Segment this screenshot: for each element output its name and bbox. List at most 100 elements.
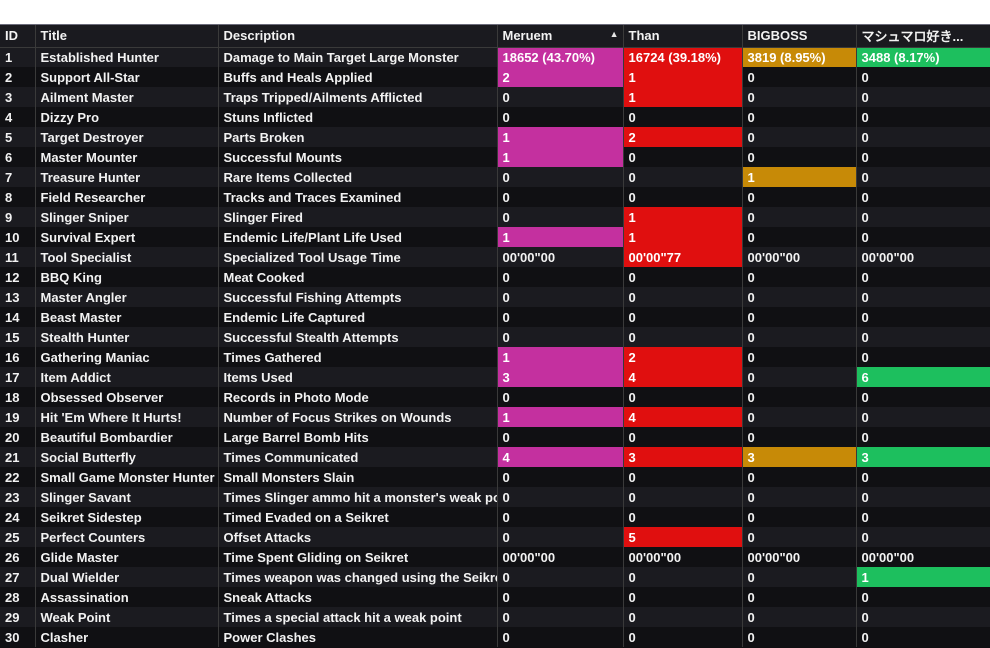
- cell-p4: 0: [856, 347, 990, 367]
- cell-desc: Records in Photo Mode: [218, 387, 498, 407]
- cell-desc: Successful Stealth Attempts: [218, 327, 498, 347]
- cell-title: Clasher: [35, 627, 219, 647]
- table-row[interactable]: 24 Seikret Sidestep Timed Evaded on a Seik…: [0, 507, 990, 527]
- table-row[interactable]: 10 Survival Expert Endemic Life/Plant Life…: [0, 227, 990, 247]
- table-row[interactable]: 20 Beautiful Bombardier Large Barrel Bomb …: [0, 427, 990, 447]
- cell-id: 2: [0, 67, 36, 87]
- table-row[interactable]: 23 Slinger Savant Times Slinger ammo hit a…: [0, 487, 990, 507]
- cell-id: 29: [0, 607, 36, 627]
- cell-p4: 0: [856, 267, 990, 287]
- cell-title: Stealth Hunter: [35, 327, 219, 347]
- table-row[interactable]: 12 BBQ King Meat Cooked 0 0 0 0: [0, 267, 990, 287]
- cell-id: 23: [0, 487, 36, 507]
- table-row[interactable]: 15 Stealth Hunter Successful Stealth Attem…: [0, 327, 990, 347]
- cell-id: 8: [0, 187, 36, 207]
- table-row[interactable]: 21 Social Butterfly Times Communicated 4 3 3 3: [0, 447, 990, 467]
- table-row[interactable]: 6 Master Mounter Successful Mounts 1 0 0 0: [0, 147, 990, 167]
- cell-desc: Specialized Tool Usage Time: [218, 247, 498, 267]
- table-row[interactable]: 7 Treasure Hunter Rare Items Collected 0 0 1 0: [0, 167, 990, 187]
- cell-id: 16: [0, 347, 36, 367]
- table-row[interactable]: 5 Target Destroyer Parts Broken 1 2 0 0: [0, 127, 990, 147]
- table-row[interactable]: 28 Assassination Sneak Attacks 0 0 0 0: [0, 587, 990, 607]
- cell-desc: Parts Broken: [218, 127, 498, 147]
- cell-title: Beast Master: [35, 307, 219, 327]
- column-header-p1[interactable]: Meruem: [497, 25, 624, 48]
- cell-p1: 1: [497, 347, 624, 367]
- cell-title: Tool Specialist: [35, 247, 219, 267]
- table-row[interactable]: 22 Small Game Monster Hunter Small Monster…: [0, 467, 990, 487]
- table-row[interactable]: 27 Dual Wielder Times weapon was changed u…: [0, 567, 990, 587]
- cell-p3: 0: [742, 327, 857, 347]
- table-row[interactable]: 1 Established Hunter Damage to Main Target…: [0, 47, 990, 67]
- table-row[interactable]: 13 Master Angler Successful Fishing Attemp…: [0, 287, 990, 307]
- cell-title: Field Researcher: [35, 187, 219, 207]
- cell-p2: 0: [623, 587, 743, 607]
- column-header-p2[interactable]: Than: [623, 25, 743, 48]
- cell-title: Weak Point: [35, 607, 219, 627]
- column-header-id[interactable]: ID: [0, 25, 36, 48]
- cell-p2: 1: [623, 207, 743, 227]
- cell-desc: Tracks and Traces Examined: [218, 187, 498, 207]
- cell-desc: Successful Fishing Attempts: [218, 287, 498, 307]
- column-header-p3[interactable]: BIGBOSS: [742, 25, 857, 48]
- column-header-p4[interactable]: マシュマロ好き...: [856, 25, 990, 48]
- cell-desc: Slinger Fired: [218, 207, 498, 227]
- cell-desc: Stuns Inflicted: [218, 107, 498, 127]
- cell-p2: 0: [623, 487, 743, 507]
- stats-table: IDTitleDescriptionMeruemThanBIGBOSSマシュマロ…: [0, 25, 990, 647]
- column-header-desc[interactable]: Description: [218, 25, 498, 48]
- cell-p4: 0: [856, 467, 990, 487]
- cell-title: Perfect Counters: [35, 527, 219, 547]
- table-row[interactable]: 11 Tool Specialist Specialized Tool Usage …: [0, 247, 990, 267]
- cell-p3: 0: [742, 507, 857, 527]
- cell-p2: 0: [623, 287, 743, 307]
- cell-desc: Damage to Main Target Large Monster: [218, 47, 498, 67]
- column-header-title[interactable]: Title: [35, 25, 219, 48]
- table-row[interactable]: 30 Clasher Power Clashes 0 0 0 0: [0, 627, 990, 647]
- table-row[interactable]: 4 Dizzy Pro Stuns Inflicted 0 0 0 0: [0, 107, 990, 127]
- table-row[interactable]: 26 Glide Master Time Spent Gliding on Seik…: [0, 547, 990, 567]
- cell-p4: 0: [856, 207, 990, 227]
- cell-p1: 4: [497, 447, 624, 467]
- cell-id: 9: [0, 207, 36, 227]
- cell-id: 18: [0, 387, 36, 407]
- cell-title: Master Angler: [35, 287, 219, 307]
- cell-p3: 0: [742, 347, 857, 367]
- cell-id: 12: [0, 267, 36, 287]
- table-row[interactable]: 16 Gathering Maniac Times Gathered 1 2 0 0: [0, 347, 990, 367]
- cell-p4: 0: [856, 67, 990, 87]
- cell-title: Master Mounter: [35, 147, 219, 167]
- cell-id: 4: [0, 107, 36, 127]
- table-row[interactable]: 14 Beast Master Endemic Life Captured 0 0 0 0: [0, 307, 990, 327]
- table-row[interactable]: 18 Obsessed Observer Records in Photo Mode…: [0, 387, 990, 407]
- cell-p4: 0: [856, 507, 990, 527]
- table-row[interactable]: 25 Perfect Counters Offset Attacks 0 5 0 0: [0, 527, 990, 547]
- cell-p1: 0: [497, 287, 624, 307]
- cell-p4: 0: [856, 307, 990, 327]
- cell-p2: 0: [623, 147, 743, 167]
- cell-p1: 0: [497, 387, 624, 407]
- cell-p2: 0: [623, 107, 743, 127]
- cell-p3: 00'00"00: [742, 247, 857, 267]
- cell-p3: 0: [742, 187, 857, 207]
- table-row[interactable]: 2 Support All-Star Buffs and Heals Applied…: [0, 67, 990, 87]
- table-row[interactable]: 8 Field Researcher Tracks and Traces Exami…: [0, 187, 990, 207]
- cell-p1: 0: [497, 567, 624, 587]
- cell-p2: 2: [623, 347, 743, 367]
- table-row[interactable]: 17 Item Addict Items Used 3 4 0 6: [0, 367, 990, 387]
- table-row[interactable]: 3 Ailment Master Traps Tripped/Ailments Af…: [0, 87, 990, 107]
- table-row[interactable]: 9 Slinger Sniper Slinger Fired 0 1 0 0: [0, 207, 990, 227]
- cell-id: 24: [0, 507, 36, 527]
- cell-id: 1: [0, 47, 36, 67]
- cell-p1: 0: [497, 507, 624, 527]
- cell-p3: 1: [742, 167, 857, 187]
- cell-desc: Sneak Attacks: [218, 587, 498, 607]
- table-row[interactable]: 29 Weak Point Times a special attack hit a…: [0, 607, 990, 627]
- cell-id: 14: [0, 307, 36, 327]
- cell-p1: 0: [497, 487, 624, 507]
- cell-p1: 0: [497, 587, 624, 607]
- cell-p2: 4: [623, 407, 743, 427]
- table-row[interactable]: 19 Hit 'Em Where It Hurts! Number of Focus…: [0, 407, 990, 427]
- table-header-row: IDTitleDescriptionMeruemThanBIGBOSSマシュマロ…: [0, 25, 990, 48]
- cell-p3: 0: [742, 127, 857, 147]
